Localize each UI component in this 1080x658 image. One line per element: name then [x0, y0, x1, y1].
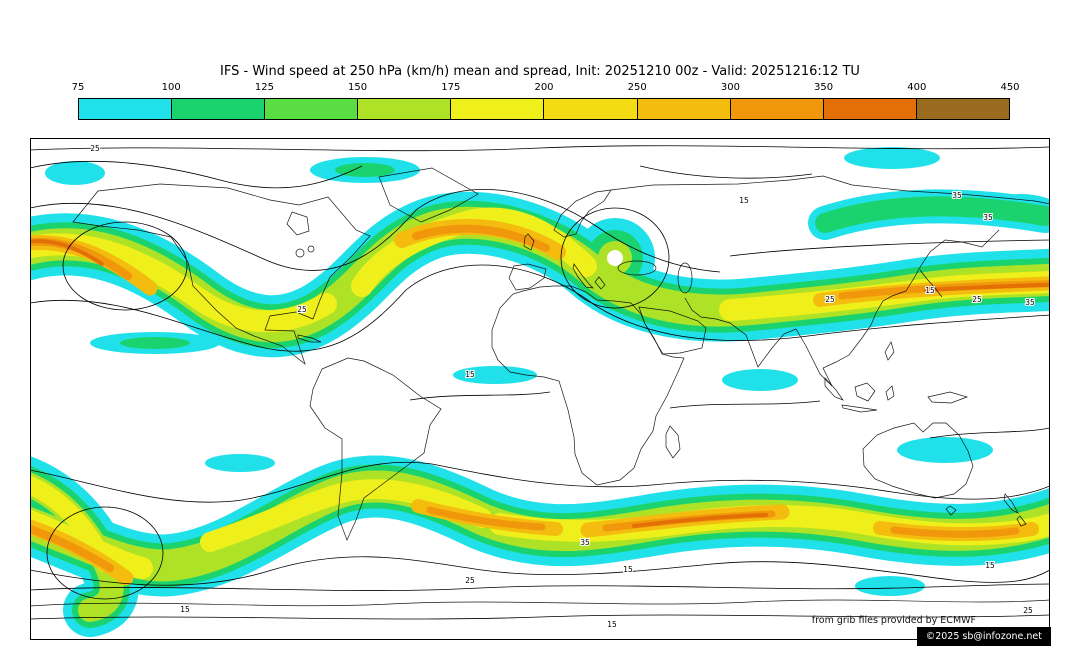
contour-labels: 25 35 35 15 25 15 25 35 25 15 35 15 25 15 15 25 15: [89, 143, 1036, 630]
contour-label: 15: [465, 370, 475, 379]
contour-label: 35: [580, 538, 590, 547]
colorbar-segment: [916, 99, 1009, 119]
colorbar-segment: [358, 99, 452, 119]
colorbar-segment: [637, 99, 731, 119]
credits-provider: from grib files provided by ECMWF: [811, 615, 976, 626]
contour-label: 35: [983, 213, 993, 222]
contour-label: 25: [90, 144, 100, 153]
contour-label: 25: [1023, 606, 1033, 615]
contour-label: 25: [972, 295, 982, 304]
colorbar-label: 125: [254, 82, 274, 93]
map-svg: 25 35 35 15 25 15 25 35 25 15 35 15 25 15 15 25 15: [30, 138, 1050, 640]
contour-label: 25: [825, 295, 835, 304]
contour-label: 15: [985, 561, 995, 570]
colorbar-label: 175: [441, 82, 461, 93]
colorbar-segment: [79, 99, 173, 119]
coastlines: [30, 167, 1050, 607]
contour-label: 15: [623, 565, 633, 574]
contour-label: 25: [297, 305, 307, 314]
colorbar-label: 350: [814, 82, 834, 93]
colorbar-label: 150: [348, 82, 368, 93]
colorbar-segment: [730, 99, 824, 119]
map-border: [30, 138, 1050, 640]
colorbar-label: 450: [1000, 82, 1020, 93]
credits-copyright: ©2025 sb@infozone.net: [916, 627, 1051, 646]
colorbar-segment: [544, 99, 638, 119]
colorbar-label: 400: [907, 82, 927, 93]
colorbar-label: 100: [161, 82, 181, 93]
chart-title: IFS - Wind speed at 250 hPa (km/h) mean …: [220, 64, 860, 79]
colorbar-segments: [78, 98, 1010, 120]
contour-label: 15: [607, 620, 617, 629]
colorbar-label: 200: [534, 82, 554, 93]
contour-label: 15: [739, 196, 749, 205]
colorbar: 75 100 125 150 175 200 250 300 350 400 450: [72, 82, 1020, 120]
contour-label: 15: [925, 286, 935, 295]
colorbar-label: 250: [627, 82, 647, 93]
colorbar-labels: 75 100 125 150 175 200 250 300 350 400 450: [72, 82, 1020, 96]
colorbar-segment: [823, 99, 917, 119]
colorbar-segment: [172, 99, 266, 119]
colorbar-label: 75: [71, 82, 85, 93]
colorbar-segment: [265, 99, 359, 119]
colorbar-label: 300: [720, 82, 740, 93]
contour-label: 15: [180, 605, 190, 614]
weather-map: 25 35 35 15 25 15 25 35 25 15 35 15 25 15 15 25 15 from …: [30, 138, 1051, 646]
jet-stream-bands: [30, 147, 1050, 637]
colorbar-segment: [451, 99, 545, 119]
contour-label: 35: [952, 191, 962, 200]
contour-label: 35: [1025, 298, 1035, 307]
contour-label: 25: [465, 576, 475, 585]
spread-contours: [30, 145, 1050, 620]
